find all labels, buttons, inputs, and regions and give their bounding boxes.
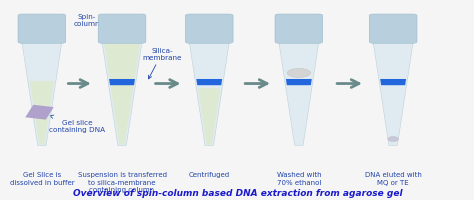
- FancyBboxPatch shape: [25, 105, 54, 120]
- Text: Washed with
70% ethanol: Washed with 70% ethanol: [276, 172, 321, 185]
- Polygon shape: [22, 42, 62, 146]
- Polygon shape: [102, 42, 142, 146]
- Ellipse shape: [388, 137, 398, 142]
- Polygon shape: [196, 80, 222, 86]
- Polygon shape: [104, 44, 140, 145]
- Polygon shape: [279, 42, 319, 146]
- Text: Overview of spin-column based DNA extraction from agarose gel: Overview of spin-column based DNA extrac…: [73, 188, 402, 197]
- Polygon shape: [189, 42, 229, 146]
- FancyBboxPatch shape: [185, 15, 233, 44]
- FancyBboxPatch shape: [98, 15, 146, 44]
- Text: Gel Slice is
dissolved in buffer: Gel Slice is dissolved in buffer: [9, 172, 74, 185]
- Polygon shape: [373, 42, 413, 146]
- Text: Gel slice
containing DNA: Gel slice containing DNA: [49, 116, 105, 133]
- FancyBboxPatch shape: [369, 15, 417, 44]
- Polygon shape: [380, 80, 406, 86]
- FancyBboxPatch shape: [18, 15, 66, 44]
- Text: Centrifuged: Centrifuged: [189, 172, 230, 177]
- Polygon shape: [286, 80, 312, 86]
- Ellipse shape: [287, 69, 310, 78]
- Text: DNA eluted with
MQ or TE: DNA eluted with MQ or TE: [365, 172, 421, 185]
- Text: Silica-
membrane: Silica- membrane: [142, 47, 182, 79]
- Polygon shape: [30, 82, 54, 145]
- FancyBboxPatch shape: [275, 15, 323, 44]
- Polygon shape: [109, 80, 135, 86]
- Text: Suspension is transferred
to silica-membrane
containing column: Suspension is transferred to silica-memb…: [78, 172, 166, 192]
- Polygon shape: [198, 89, 220, 145]
- Text: Spin-
column: Spin- column: [73, 14, 109, 29]
